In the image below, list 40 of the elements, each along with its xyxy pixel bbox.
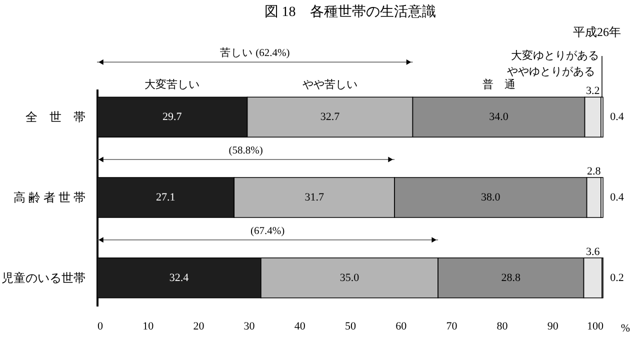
x-tick-label: 30 bbox=[244, 320, 256, 332]
x-tick-label: 40 bbox=[294, 320, 306, 332]
x-tick-label: 80 bbox=[496, 320, 508, 332]
series-label: ややゆとりがある bbox=[506, 66, 595, 78]
data-label: 3.6 bbox=[586, 246, 600, 258]
series-label: 大変苦しい bbox=[144, 78, 200, 92]
data-label: 27.1 bbox=[156, 192, 176, 204]
data-label: 0.4 bbox=[610, 111, 624, 124]
data-label: 0.4 bbox=[610, 192, 624, 204]
x-tick-label: 70 bbox=[446, 320, 458, 332]
data-label: 34.0 bbox=[489, 111, 509, 124]
text: 大変ゆとりがある bbox=[510, 49, 599, 62]
x-tick-label: 100 bbox=[587, 320, 604, 332]
chart-title: 図 18 各種世帯の生活意識 bbox=[264, 4, 436, 20]
y-tick-label: 全 世 帯 bbox=[26, 110, 86, 124]
data-label: 29.7 bbox=[162, 111, 182, 124]
data-label: 31.7 bbox=[304, 192, 324, 204]
y-tick-label: 高 齢 者 世 帯 bbox=[14, 190, 86, 204]
data-label: 32.4 bbox=[169, 272, 190, 284]
series-label: やや苦しい bbox=[302, 78, 358, 92]
chart-subtitle: 平成26年 bbox=[573, 25, 621, 39]
data-label: 2.8 bbox=[587, 166, 602, 178]
series-label: 普 通 bbox=[482, 78, 516, 92]
data-label: 0.2 bbox=[610, 272, 624, 284]
annotation: (67.4%) bbox=[250, 226, 286, 237]
data-label: 32.7 bbox=[320, 111, 340, 124]
x-tick-label: 50 bbox=[345, 320, 356, 332]
data-label: 35.0 bbox=[340, 272, 360, 284]
x-tick-label: 10 bbox=[142, 320, 154, 332]
x-tick-label: 20 bbox=[193, 320, 205, 332]
x-axis-title: % bbox=[620, 322, 630, 334]
x-tick-label: 60 bbox=[396, 320, 408, 332]
x-tick-label: 0 bbox=[98, 320, 104, 332]
text: 苦しい (62.4%) bbox=[220, 46, 290, 60]
data-label: 28.8 bbox=[501, 272, 522, 284]
data-label: 38.0 bbox=[481, 192, 501, 204]
x-tick-label: 90 bbox=[547, 320, 559, 332]
data-label: 3.2 bbox=[586, 85, 600, 98]
annotation: (58.8%) bbox=[228, 146, 264, 156]
y-tick-label: 児童のいる世帯 bbox=[2, 270, 86, 285]
